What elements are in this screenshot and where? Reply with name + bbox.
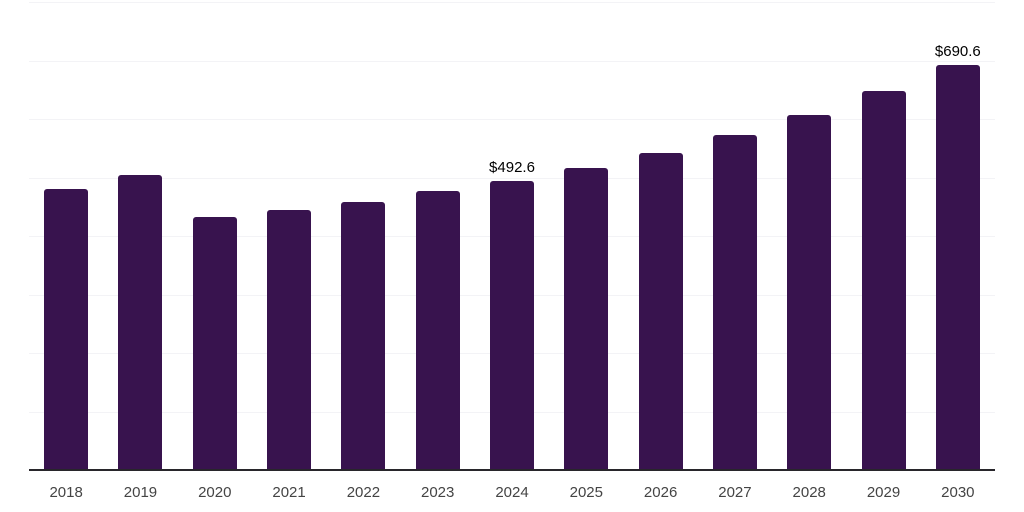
x-label-2020: 2020 <box>198 484 232 501</box>
bar-2021 <box>267 209 312 469</box>
x-label-2029: 2029 <box>866 484 901 501</box>
gridline-700 <box>29 60 995 62</box>
x-label-2028: 2028 <box>792 484 826 501</box>
bar-2030 <box>935 65 980 469</box>
bar-2019 <box>118 175 163 469</box>
bar-2023 <box>415 190 460 469</box>
x-label-2023: 2023 <box>421 484 455 501</box>
bar-2024 <box>490 180 534 469</box>
x-label-2019: 2019 <box>123 484 158 501</box>
x-label-2021: 2021 <box>272 484 306 501</box>
bar-2029 <box>861 91 906 469</box>
x-label-2024: 2024 <box>495 484 529 501</box>
bar-2020 <box>192 216 237 469</box>
x-label-2030: 2030 <box>941 484 975 501</box>
gridline-800 <box>29 2 995 3</box>
bar-2018 <box>44 189 89 469</box>
x-label-2027: 2027 <box>718 484 752 501</box>
x-label-2026: 2026 <box>643 484 678 501</box>
bar-2025 <box>564 168 609 469</box>
bar-2022 <box>341 201 386 469</box>
x-axis-line <box>29 469 995 471</box>
x-label-2025: 2025 <box>569 484 603 501</box>
value-label-2030: $690.6 <box>934 43 981 60</box>
x-label-2018: 2018 <box>49 484 83 501</box>
bar-2027 <box>712 134 757 469</box>
bar-2026 <box>638 152 683 469</box>
value-label-2024: $492.6 <box>489 158 535 176</box>
x-label-2022: 2022 <box>346 484 381 501</box>
gridline-500 <box>29 177 995 179</box>
bar-2028 <box>787 115 832 469</box>
plot-area: $492.6 $690.6 <box>29 2 995 471</box>
gridline-600 <box>29 119 995 120</box>
x-axis-labels: 2018 2019 2020 2021 2022 2023 2024 2025 2026 2027… <box>29 484 995 504</box>
